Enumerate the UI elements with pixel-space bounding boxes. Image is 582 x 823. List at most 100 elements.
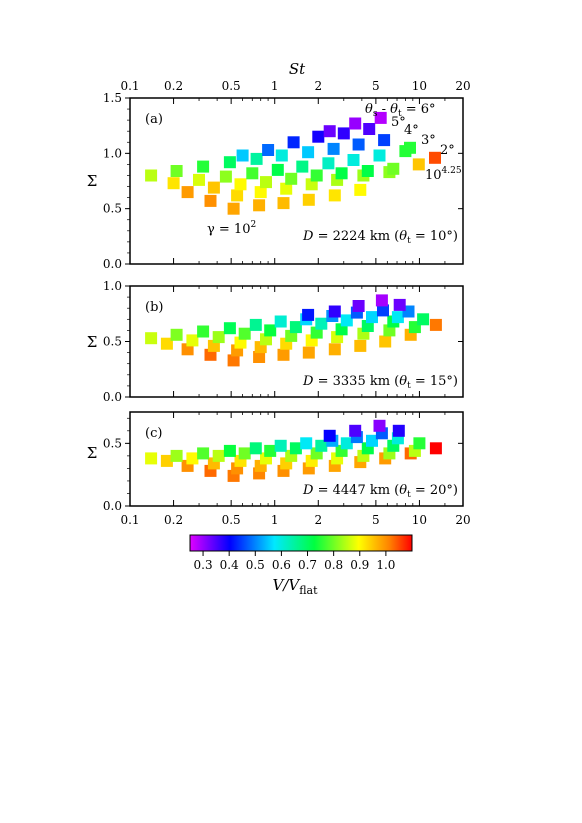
marker-a-s3-p6 (322, 157, 335, 170)
marker-a-s3-p0 (167, 177, 180, 190)
ytick-label-a-1: 0.5 (103, 202, 122, 216)
marker-c-s4-p5 (274, 439, 287, 452)
panel-c-frame (129, 411, 464, 507)
xtick-label-bottom-5: 5 (372, 513, 380, 527)
marker-c-s4-p4 (249, 442, 262, 455)
marker-a-s0-p1 (253, 199, 266, 212)
marker-a-s5-p3 (312, 130, 325, 143)
marker-c-s3-p2 (212, 449, 225, 462)
marker-a-s4-p2 (197, 160, 210, 173)
marker-b-s5-p3 (375, 294, 388, 307)
marker-b-s5-p2 (352, 300, 365, 312)
marker-a-s6-p0 (323, 125, 336, 138)
marker-a-s2-p5 (310, 169, 323, 182)
marker-a-s0-p4 (328, 189, 341, 202)
marker-c-s4-p6 (300, 437, 313, 450)
marker-b-s3-p1 (186, 334, 199, 347)
xtick-label-top-2: 0.5 (222, 79, 241, 93)
theta-5-label: 5° (391, 115, 406, 130)
marker-a-s4-p1 (170, 165, 183, 177)
theta-diff-label: θs - θt = 6° (365, 102, 436, 119)
xtick-label-bottom-0: 0.1 (120, 513, 139, 527)
marker-b-s3-p0 (160, 337, 173, 350)
ytick-label-c-0: 0.0 (103, 499, 122, 513)
xtick-label-top-7: 20 (455, 79, 470, 93)
ytick-label-a-0: 0.0 (103, 257, 122, 271)
marker-b-s0-p3 (302, 346, 315, 359)
marker-a-s5-p2 (287, 136, 300, 149)
marker-b-s0-p1 (253, 351, 266, 363)
marker-c-s4-p3 (223, 444, 236, 457)
marker-a-s4-p0 (145, 169, 158, 182)
xtick-label-top-6: 10 (412, 79, 427, 93)
marker-a-s4-p9 (378, 134, 391, 147)
marker-a-s4-p10 (404, 141, 416, 154)
marker-b-s3-p2 (212, 331, 225, 344)
colorbar-tick-label-4: 0.7 (298, 558, 317, 572)
marker-a-s5-p0 (236, 149, 249, 162)
marker-b-s3-p5 (289, 321, 302, 334)
ytick-label-a-2: 1.0 (103, 146, 122, 160)
marker-a-s2-p8 (387, 162, 400, 175)
marker-a-s4-p7 (327, 142, 340, 155)
marker-a-s5-p1 (262, 144, 275, 156)
marker-b-s4-p2 (197, 325, 210, 338)
ytick-label-a-3: 1.5 (103, 91, 122, 105)
panel-c-y-label: Σ (87, 444, 98, 462)
marker-a-s2-p4 (285, 172, 298, 185)
marker-a-s2-p7 (361, 165, 374, 177)
marker-c-s3-p1 (186, 452, 199, 465)
marker-c-s3-p7 (340, 437, 353, 450)
panel-c: 0.1 0.2 0.5 1 2 5 10 20 0.0 0.5 (c) Σ D = 4447 km… (87, 411, 471, 527)
xtick-label-top-4: 2 (314, 79, 322, 93)
colorbar-tick-label-6: 0.9 (350, 558, 369, 572)
marker-b-s0-p8 (429, 318, 442, 331)
marker-a-s3-p3 (246, 167, 259, 180)
marker-a-s4-p4 (250, 152, 263, 165)
marker-a-s2-p1 (207, 181, 220, 194)
marker-a-s4-p11 (429, 151, 441, 164)
marker-a-s0-p5 (354, 183, 367, 196)
marker-b-s5-p0 (302, 308, 315, 321)
marker-b-s3-p8 (366, 311, 378, 324)
marker-a-s1-p3 (280, 182, 293, 195)
marker-a-s3-p1 (193, 173, 205, 186)
marker-a-s5-p5 (363, 123, 376, 135)
colorbar-tick-label-3: 0.6 (272, 558, 291, 572)
colorbar-gradient (189, 534, 413, 552)
ytick-label-b-2: 1.0 (103, 279, 122, 293)
ytick-label-c-1: 0.5 (103, 436, 122, 450)
panel-a-y-label: Σ (87, 172, 98, 190)
marker-b-s3-p10 (417, 313, 430, 326)
panel-a-frame (129, 97, 464, 265)
marker-c-s5-p0 (323, 429, 336, 442)
marker-a-s0-p2 (277, 197, 290, 210)
marker-b-s0-p4 (328, 343, 341, 356)
marker-b-s5-p1 (328, 305, 341, 318)
marker-b-s3-p9 (391, 311, 404, 324)
xtick-label-bottom-3: 1 (271, 513, 279, 527)
marker-c-s3-p8 (366, 434, 378, 447)
marker-b-s4-p5 (274, 315, 287, 328)
marker-b-s4-p3 (223, 322, 236, 335)
marker-b-s0-p5 (354, 339, 367, 352)
marker-a-s3-p7 (347, 154, 360, 166)
marker-a-s0-p0 (227, 202, 240, 215)
ytick-label-b-1: 0.5 (103, 335, 122, 349)
marker-a-s1-p2 (254, 186, 267, 199)
marker-b-s0-p2 (277, 348, 290, 361)
colorbar-tick-label-1: 0.4 (220, 558, 239, 572)
panel-a-annotation: D = 2224 km (θt = 10°) (302, 229, 458, 246)
marker-a-s2-p9 (412, 158, 425, 171)
marker-a-s6-p1 (349, 117, 362, 130)
marker-a-s2-p3 (260, 176, 272, 189)
theta-3-label: 3° (421, 133, 436, 148)
marker-b-s4-p1 (170, 328, 183, 341)
panel-b-y-label: Σ (87, 333, 98, 351)
colorbar-tick-label-5: 0.8 (324, 558, 343, 572)
top-axis-label: St (289, 60, 306, 78)
marker-a-s0-p3 (302, 193, 315, 206)
marker-a-s4-p8 (352, 138, 365, 151)
marker-c-s0-p8 (429, 442, 442, 455)
